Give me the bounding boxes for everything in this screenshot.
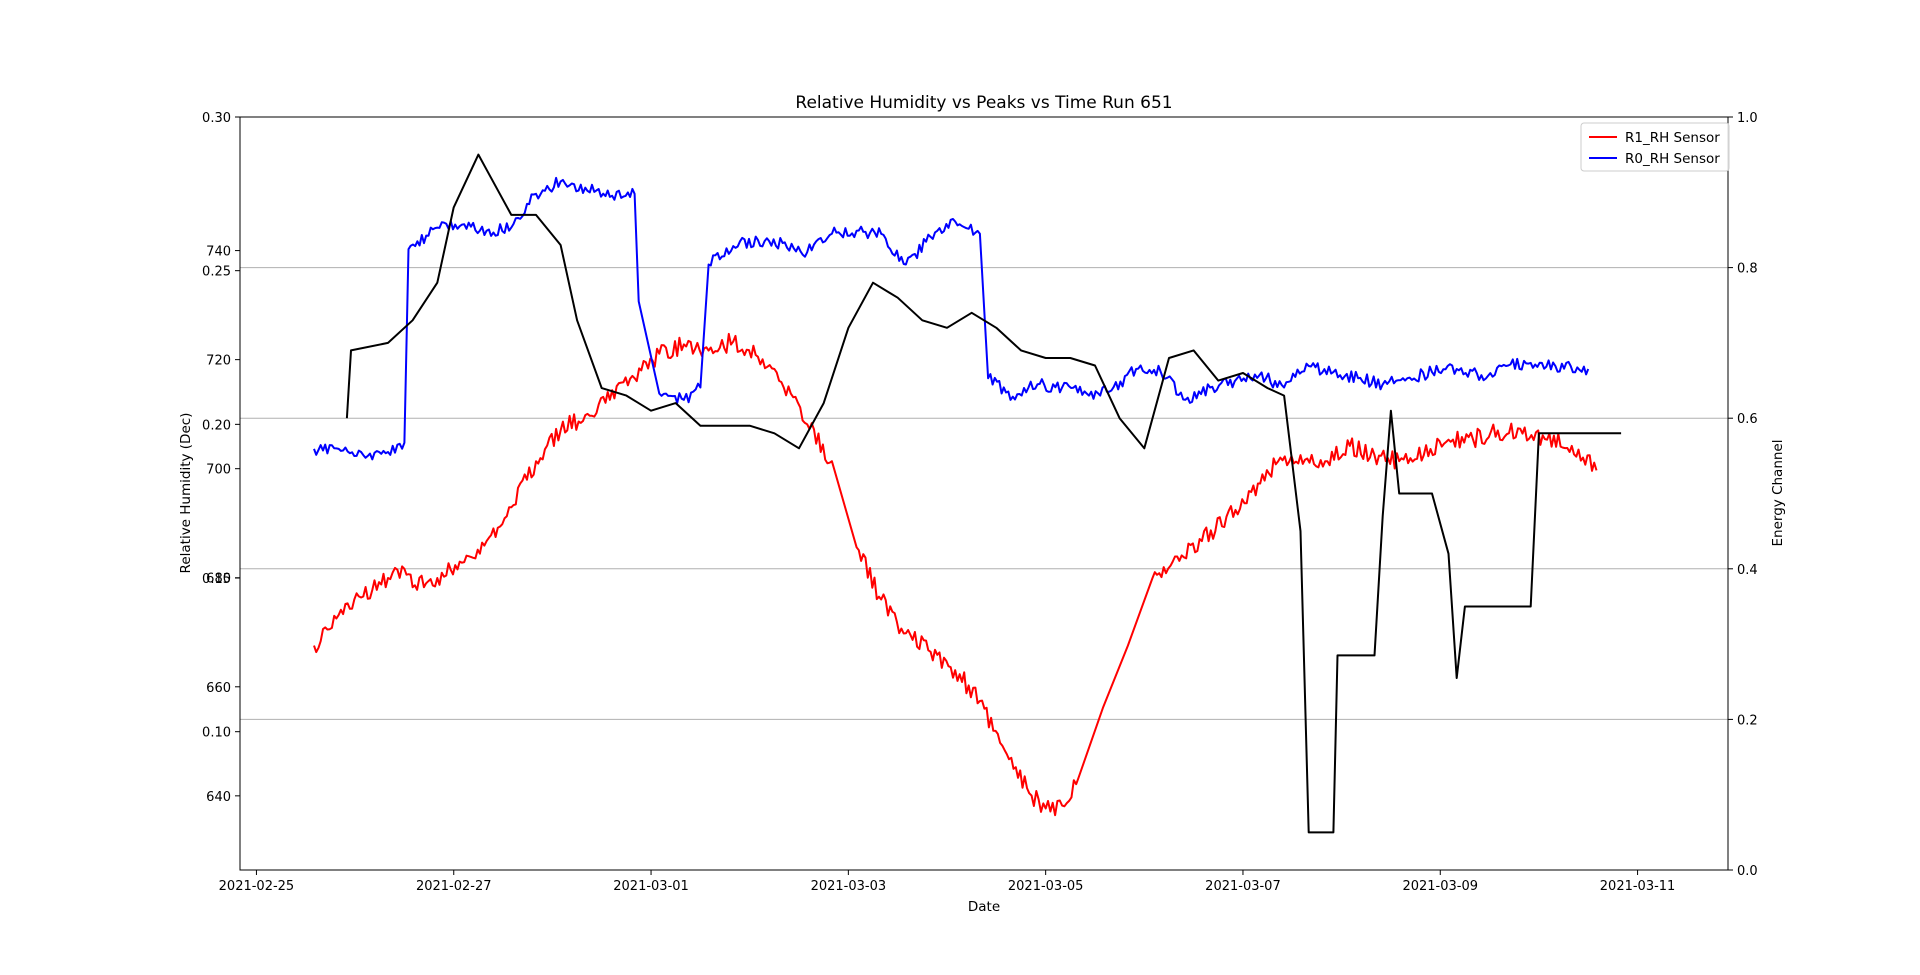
y-axis-left: 0.10 0.15 0.20 0.25 0.30 640 660 680 700 720 740 <box>202 111 240 805</box>
y-left-tick-label: 0.30 <box>202 111 231 126</box>
y-left-tick-label: 660 <box>206 681 231 696</box>
x-tick-label: 2021-03-01 <box>613 879 689 894</box>
y-right-tick-label: 0.0 <box>1737 864 1758 879</box>
y-left-tick-label: 640 <box>206 790 231 805</box>
y-left-tick-label: 720 <box>206 354 231 369</box>
legend-label-r0: R0_RH Sensor <box>1625 151 1720 167</box>
series-layer <box>313 153 1622 834</box>
y-left-tick-label: 0.20 <box>202 418 231 433</box>
y-left-tick-label: 680 <box>206 572 231 587</box>
legend: R1_RH Sensor R0_RH Sensor <box>1580 122 1730 172</box>
x-tick-label: 2021-03-03 <box>811 879 887 894</box>
x-axis: 2021-02-25 2021-02-27 2021-03-01 2021-03-03… <box>219 870 1676 894</box>
series-line-r1-rh-sensor <box>313 332 1598 817</box>
x-tick-label: 2021-03-05 <box>1008 879 1084 894</box>
y-right-tick-label: 0.2 <box>1737 713 1758 728</box>
y-left-tick-label: 0.25 <box>202 265 231 280</box>
y-right-tick-label: 0.6 <box>1737 412 1758 427</box>
x-axis-label: Date <box>968 899 1000 915</box>
x-tick-label: 2021-03-11 <box>1600 879 1676 894</box>
y-right-tick-label: 1.0 <box>1737 111 1758 126</box>
y-right-tick-label: 0.8 <box>1737 262 1758 277</box>
legend-box <box>1580 122 1730 172</box>
y-left-tick-label: 700 <box>206 463 231 478</box>
x-tick-label: 2021-03-07 <box>1205 879 1281 894</box>
y-axis-left-label: Relative Humidity (Dec) <box>178 413 194 574</box>
chart-title: Relative Humidity vs Peaks vs Time Run 6… <box>795 93 1172 113</box>
x-tick-label: 2021-03-09 <box>1402 879 1478 894</box>
grid-lines <box>240 267 1728 720</box>
plot-frame <box>239 116 1729 871</box>
y-left-tick-label: 740 <box>206 245 231 260</box>
x-tick-label: 2021-02-27 <box>416 879 492 894</box>
legend-label-r1: R1_RH Sensor <box>1625 130 1720 146</box>
x-tick-label: 2021-02-25 <box>219 879 295 894</box>
y-right-tick-label: 0.4 <box>1737 563 1758 578</box>
y-left-tick-label: 0.15 <box>202 572 231 587</box>
series-line-peaks <box>345 153 1622 834</box>
y-axis-right-label: Energy Channel <box>1770 440 1786 547</box>
y-left-tick-label: 0.10 <box>202 726 231 741</box>
y-axis-right: 0.0 0.2 0.4 0.6 0.8 1.0 <box>1728 111 1758 879</box>
